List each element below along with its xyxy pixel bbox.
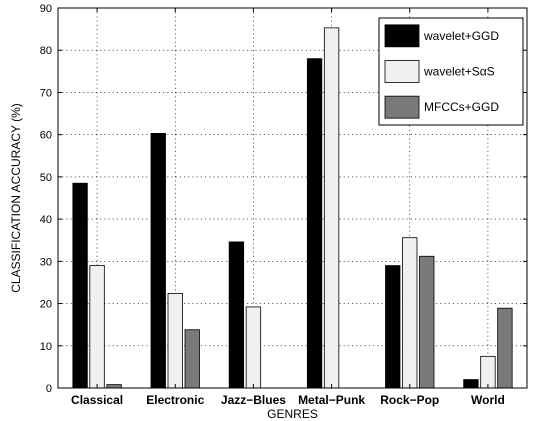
x-axis-title: GENRES: [267, 407, 318, 421]
y-tick-label: 60: [40, 130, 52, 142]
legend: wavelet+GGD wavelet+SαS MFCCs+GGD: [378, 17, 524, 126]
y-tick-label: 10: [40, 341, 52, 353]
y-tick-label: 50: [40, 172, 52, 184]
y-tick-label: 70: [40, 87, 52, 99]
y-tick-label: 90: [40, 3, 52, 15]
y-tick-label: 0: [46, 383, 52, 395]
bar: [245, 306, 262, 389]
bar: [463, 379, 479, 389]
bar: [419, 255, 435, 389]
x-tick-label: Jazz−Blues: [221, 393, 286, 407]
x-axis-ticks: Classical Electronic Jazz−Blues Metal−Punk R…: [71, 8, 505, 407]
bar: [72, 182, 88, 389]
x-tick-label: Electronic: [146, 393, 204, 407]
bar: [497, 307, 513, 389]
bar: [89, 265, 105, 389]
bar: [150, 132, 166, 389]
legend-swatch: [384, 60, 420, 83]
x-tick-label: World: [471, 393, 505, 407]
bar: [402, 237, 418, 389]
legend-swatch: [384, 24, 420, 48]
y-tick-label: 30: [40, 256, 52, 268]
bar: [184, 329, 200, 389]
legend-label: MFCCs+GGD: [424, 100, 499, 114]
bar: [167, 293, 183, 389]
x-tick-label: Metal−Punk: [298, 393, 365, 407]
plot-frame: [57, 7, 528, 389]
bar: [385, 265, 401, 389]
bar: [106, 384, 122, 389]
bars: [72, 27, 513, 389]
bar: [323, 27, 340, 389]
bar: [480, 355, 496, 389]
y-axis-ticks: 0 10 20 30 40 50 60 70 80 90: [40, 3, 527, 395]
y-tick-label: 20: [40, 299, 52, 311]
bar: [306, 58, 323, 389]
x-tick-label: Rock−Pop: [380, 393, 439, 407]
legend-swatch: [384, 95, 420, 119]
y-tick-label: 80: [40, 45, 52, 57]
x-tick-label: Classical: [71, 393, 123, 407]
legend-label: wavelet+GGD: [423, 29, 499, 43]
y-tick-label: 40: [40, 214, 52, 226]
bar: [228, 241, 245, 389]
legend-label: wavelet+SαS: [423, 65, 495, 79]
y-axis-title: CLASSIFICATION ACCURACY (%): [9, 103, 23, 293]
